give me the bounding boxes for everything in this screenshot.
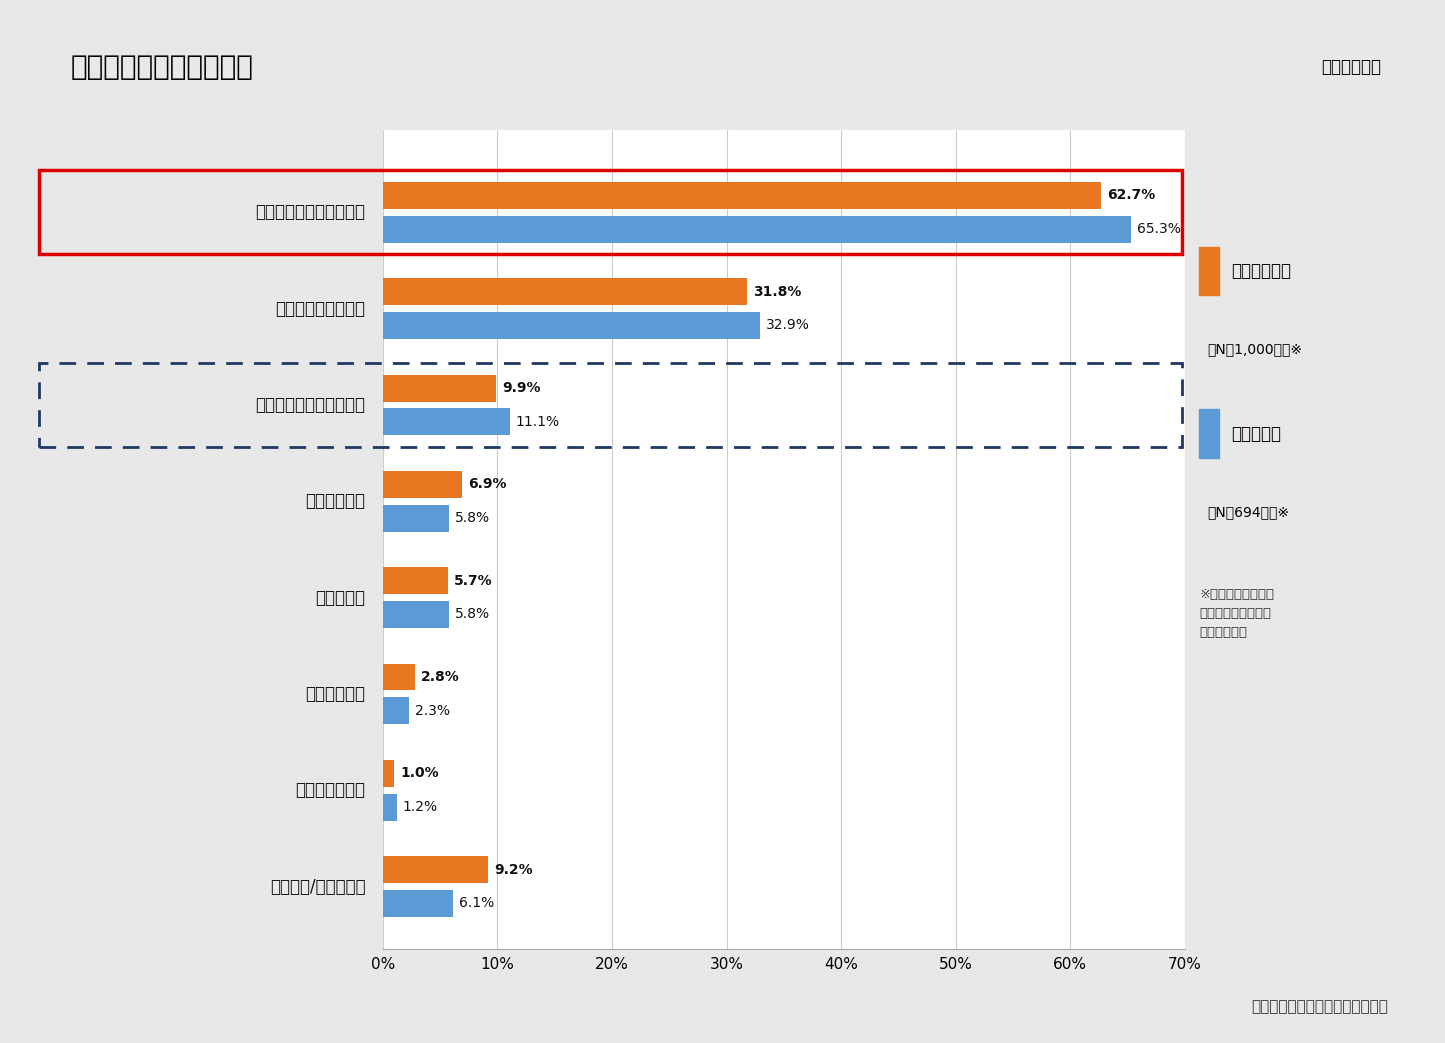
Bar [383,470,462,498]
Bar [383,181,1101,209]
Text: ４．普段の洗濯方法は？: ４．普段の洗濯方法は？ [71,53,253,80]
Text: スピード・お急ぎコース: スピード・お急ぎコース [256,396,366,414]
Bar [383,794,397,821]
Text: （N＝694名）※: （N＝694名）※ [1207,505,1289,519]
Text: ソフトブレーン・フィールド調べ: ソフトブレーン・フィールド調べ [1251,999,1389,1014]
Text: 2.8%: 2.8% [420,670,460,684]
Bar [383,567,448,595]
Text: ドライコース: ドライコース [305,492,366,510]
Bar [383,505,449,532]
Bar [383,601,449,628]
Bar [383,216,1131,243]
Text: 6.1%: 6.1% [458,896,494,911]
Text: 自分で都度設定する: 自分で都度設定する [276,299,366,317]
Text: 5.8%: 5.8% [455,511,490,525]
Text: （複数回答）: （複数回答） [1321,57,1381,76]
Bar [39,363,1182,446]
Text: 1.0%: 1.0% [400,767,439,780]
Bar [39,170,1182,254]
Bar [383,697,409,724]
Text: 2.3%: 2.3% [415,704,449,718]
Text: 11.1%: 11.1% [516,415,561,429]
Bar [1199,246,1220,295]
Text: そのほか/わからない: そのほか/わからない [270,877,366,896]
Text: 9.9%: 9.9% [501,381,540,395]
Bar [383,278,747,306]
Bar [1199,409,1220,458]
Bar [383,312,760,339]
Text: 共働き世帯: 共働き世帯 [1231,425,1282,442]
Bar [383,374,496,402]
Text: 62.7%: 62.7% [1107,189,1155,202]
Bar [383,663,415,690]
Text: しっかり洗い: しっかり洗い [305,685,366,703]
Text: 5.7%: 5.7% [454,574,493,587]
Text: （N＝1,000名）※: （N＝1,000名）※ [1207,342,1302,357]
Text: ※洗濯を自分または
配偶者が行うと回答
した既婚男女: ※洗濯を自分または 配偶者が行うと回答 した既婚男女 [1199,588,1274,639]
Text: 31.8%: 31.8% [753,285,802,298]
Bar [383,760,394,786]
Text: 65.3%: 65.3% [1137,222,1181,236]
Bar [383,856,488,883]
Text: ソフト洗い: ソフト洗い [315,588,366,607]
Bar [383,890,452,917]
Text: 5.8%: 5.8% [455,607,490,622]
Text: 6.9%: 6.9% [468,478,506,491]
Text: 9.2%: 9.2% [494,863,533,877]
Text: 32.9%: 32.9% [766,318,809,333]
Text: つけ置きコース: つけ置きコース [296,781,366,799]
Bar [383,408,510,435]
Text: 1.2%: 1.2% [402,800,438,814]
Text: おまかせ・全自動コース: おまかせ・全自動コース [256,203,366,221]
Text: 専業主婦世帯: 専業主婦世帯 [1231,262,1290,280]
